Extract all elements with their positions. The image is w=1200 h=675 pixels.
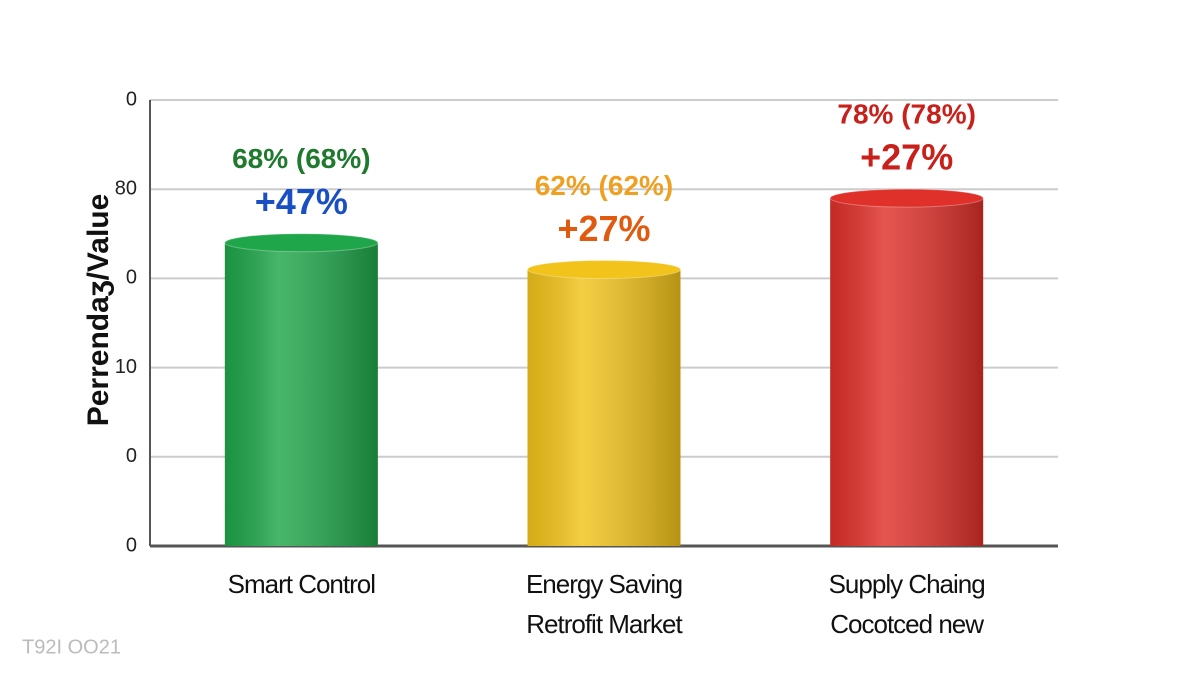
annotation: +47% xyxy=(255,181,348,222)
x-tick-label: Smart Control xyxy=(227,569,376,599)
bar-cap xyxy=(527,259,681,279)
x-tick-label: Energy Saving Retrofit Market Trinds xyxy=(525,569,683,654)
value-label: 62% (62%) xyxy=(535,170,674,201)
value-label: 78% (78%) xyxy=(837,99,976,130)
bar-shade xyxy=(830,198,984,546)
bar xyxy=(829,188,984,546)
bar-shade xyxy=(224,242,378,546)
bar xyxy=(224,233,379,546)
bar-shade xyxy=(527,269,681,546)
bar xyxy=(527,259,681,546)
y-tick-label: 80 xyxy=(115,177,137,199)
y-tick-label: 10 xyxy=(115,356,137,378)
x-tick-label-box: Supply Chaing Cocotced new addition xyxy=(828,569,986,654)
y-tick-label: 0 xyxy=(126,88,137,110)
y-tick-label: 0 xyxy=(126,534,137,556)
value-label: 68% (68%) xyxy=(232,143,371,174)
x-tick-label-box: Energy Saving Retrofit Market Trinds xyxy=(525,569,683,654)
bar-cap xyxy=(829,188,984,208)
y-axis-label: Perrendaʒ/Value xyxy=(82,194,115,427)
x-tick-label: Supply Chaing Cocotced new addition xyxy=(828,569,986,654)
annotation: +27% xyxy=(860,137,953,178)
x-tick-label-box: Smart Control xyxy=(227,569,376,599)
annotation: +27% xyxy=(557,208,650,249)
y-tick-label: 0 xyxy=(126,445,137,467)
footer: T92I OO21 xyxy=(22,636,121,658)
bar-cap xyxy=(224,233,379,253)
y-tick-label: 0 xyxy=(126,267,137,289)
